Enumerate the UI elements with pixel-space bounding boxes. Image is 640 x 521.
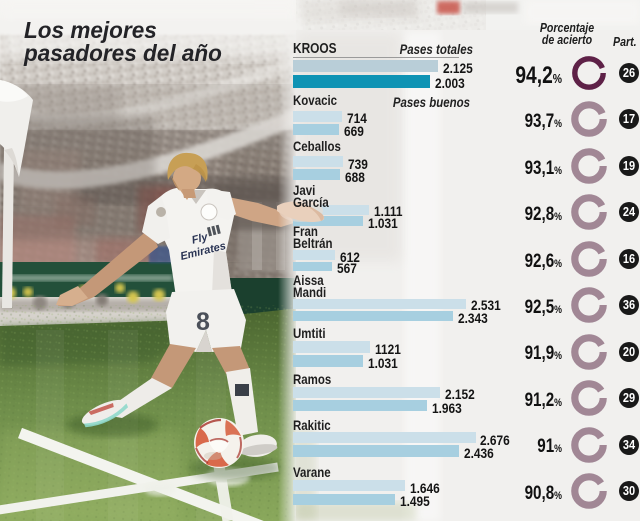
- svg-text:Fly: Fly: [191, 231, 210, 247]
- svg-text:8: 8: [196, 308, 210, 336]
